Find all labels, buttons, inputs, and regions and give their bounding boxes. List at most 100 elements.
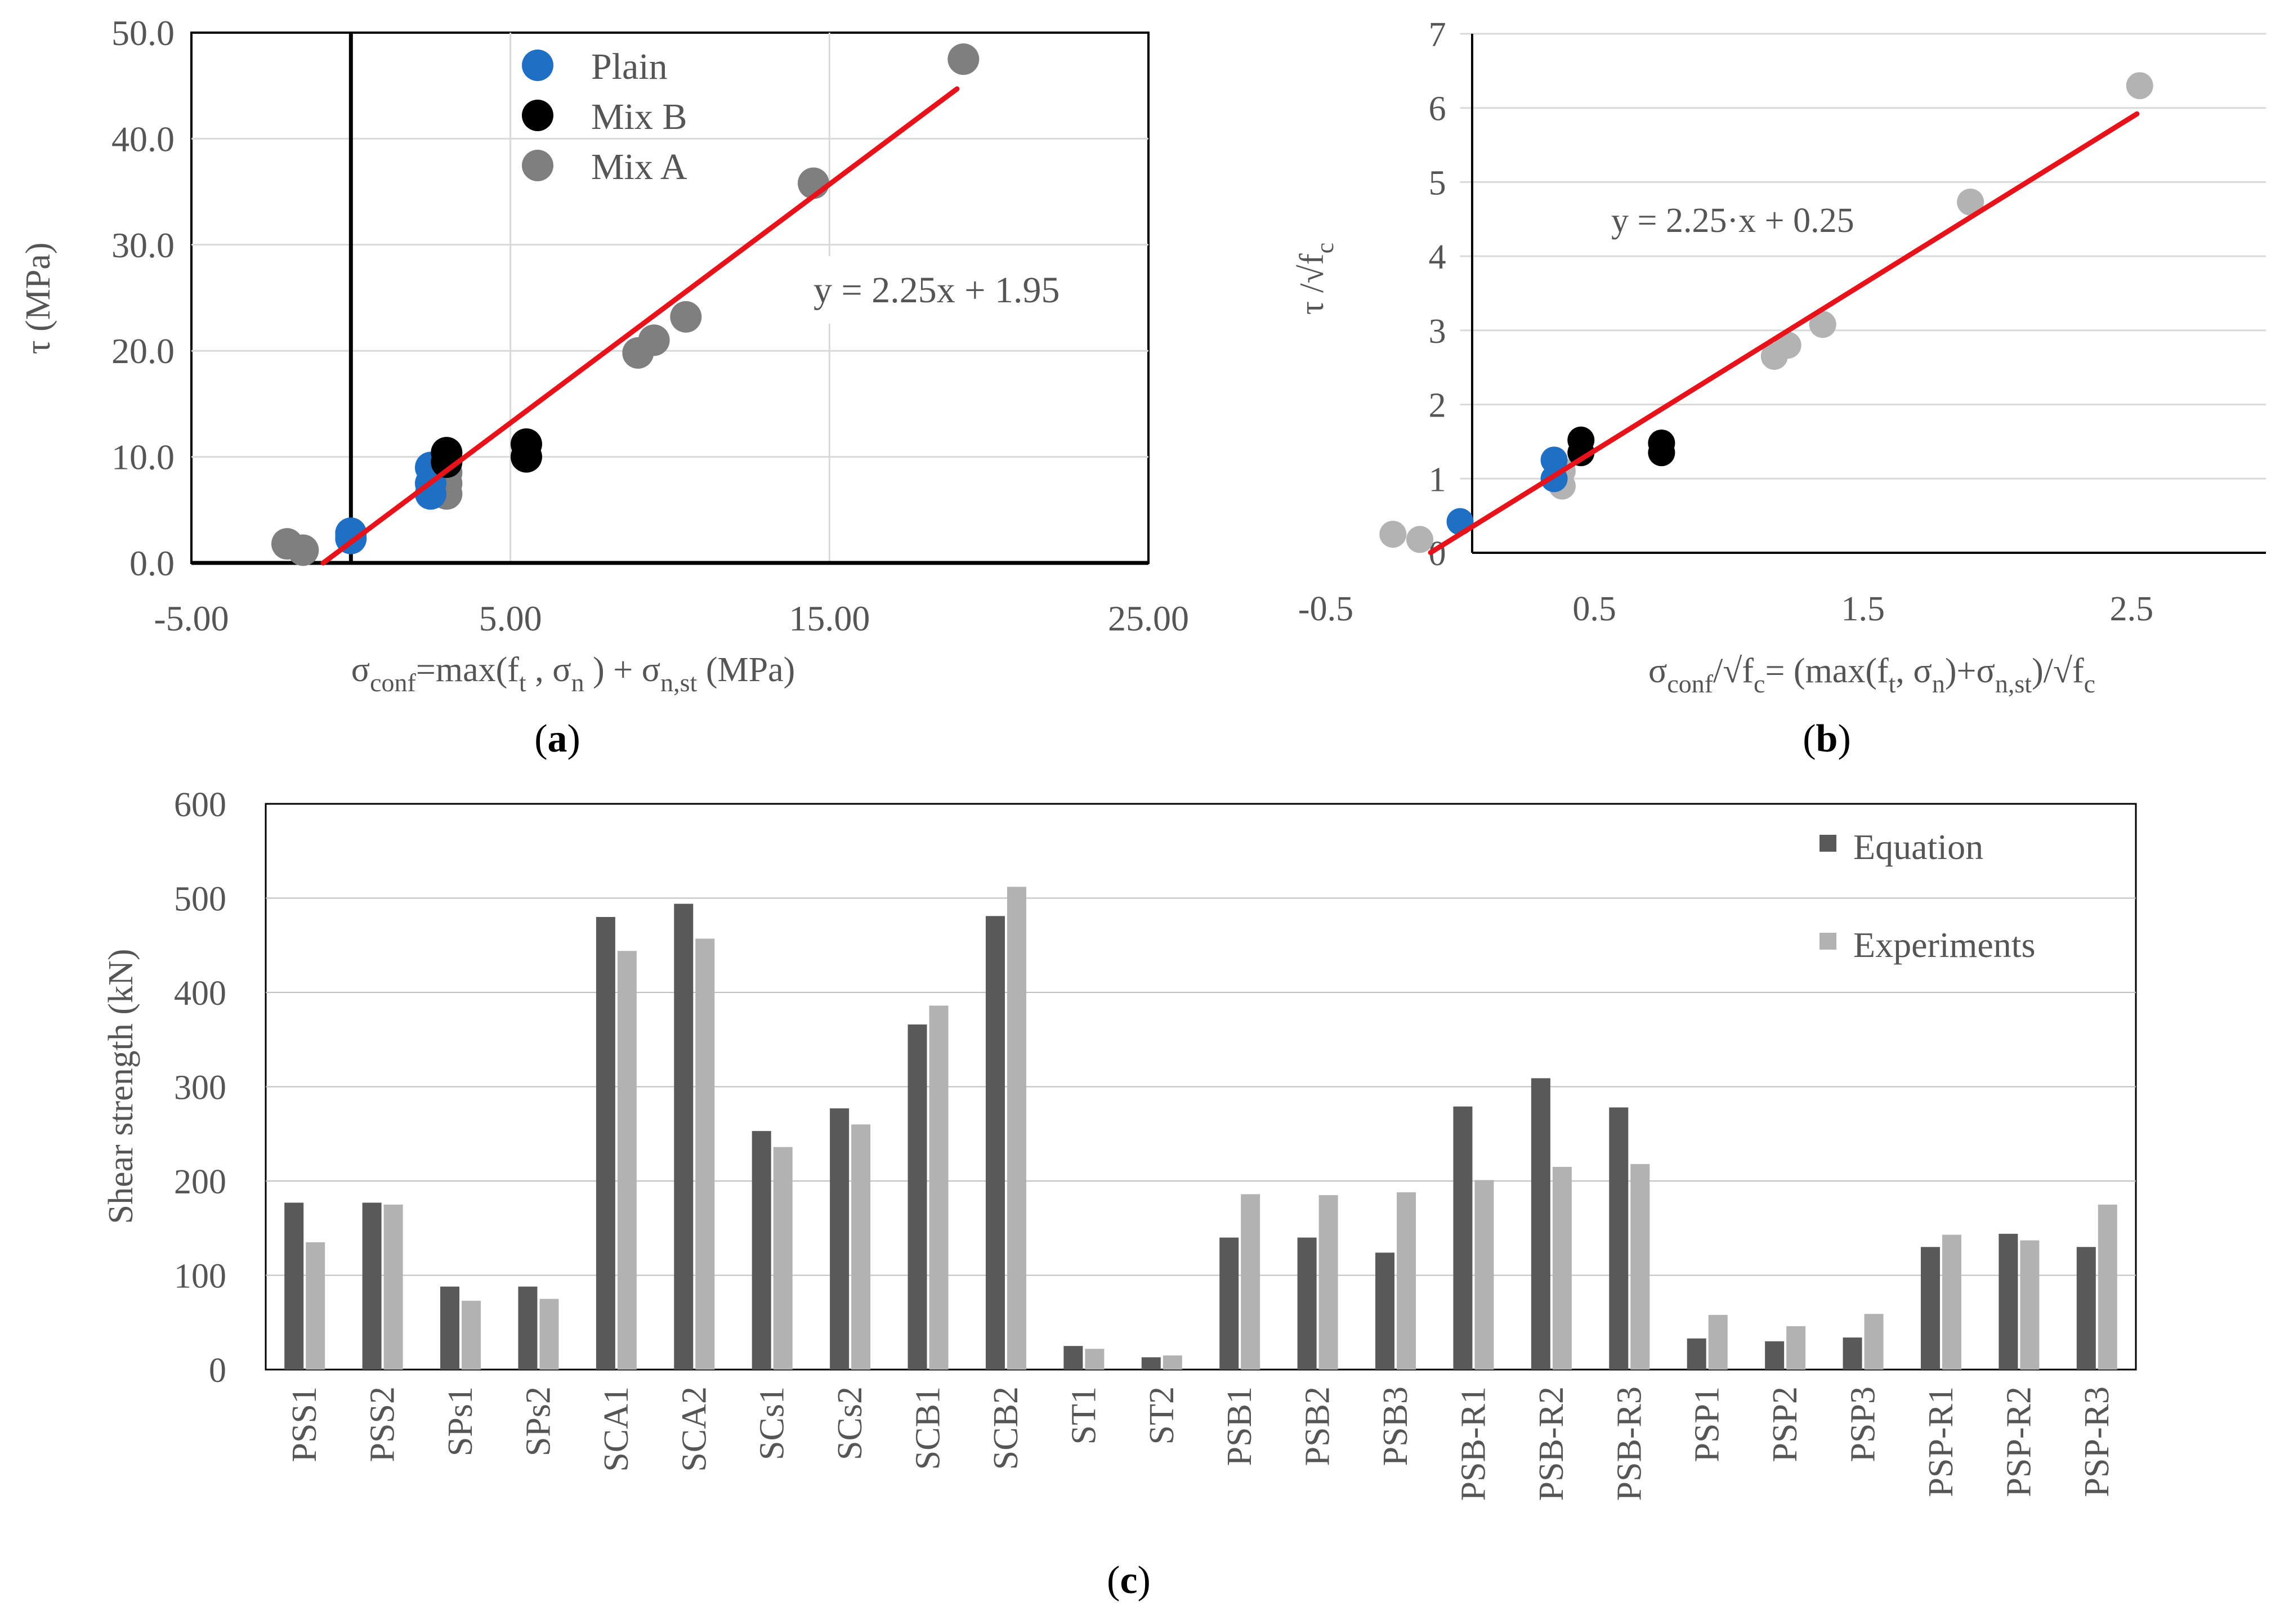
panel-c-bar-experiments [306,1242,325,1370]
panel-c-bar-experiments [1318,1195,1338,1370]
panel-b-x-tick-label: 2.5 [2110,590,2154,628]
panel-a-fit-line [320,86,960,566]
panel-b-x-tick-label: 0.5 [1572,590,1616,628]
panel-c-category-label: SCB2 [987,1386,1025,1470]
panel-c-bar-equation [830,1108,850,1370]
panel-a-y-tick-label: 0.0 [129,543,175,583]
panel-c-bar-equation [1531,1078,1550,1370]
legend-label-equation: Equation [1853,827,1983,867]
panel-c-bar-experiments [383,1204,403,1370]
panel-c-category-label: PSB-R1 [1454,1386,1492,1501]
panel-c-bar-experiments [929,1005,949,1370]
panel-c-category-label: SCA2 [675,1386,713,1472]
panel-c-bar-equation [1219,1237,1239,1370]
panel-c-category-label: PSP-R2 [2000,1386,2038,1497]
panel-c-bar-experiments [2098,1204,2117,1370]
panel-c-bar-equation [1453,1106,1473,1370]
panel-c-bar-equation [362,1202,382,1370]
panel-c-bar-equation [596,917,615,1370]
panel-a-y-tick-label: 50.0 [111,13,175,53]
panel-c-bar-equation [985,916,1005,1370]
panel-c-bar-experiments [1630,1164,1650,1370]
legend-swatch-mix-a [522,150,553,181]
panel-b-y-tick-label: 1 [1429,460,1446,499]
legend-label-experiments: Experiments [1853,925,2035,965]
panel-c-category-label: PSB-R2 [1532,1386,1571,1501]
panel-c-category-label: PSP1 [1688,1386,1727,1462]
panel-c-category-labels: PSS1 PSS2 SPs1 SPs2 SCA1 SCA2 SCs1 SCs2 SCB1 SCB2… [285,1386,2116,1501]
panel-c-bar-experiments [1241,1194,1260,1370]
panel-c-bar-experiments [1942,1234,1961,1370]
panel-c-caption: (c) [1107,1559,1151,1602]
panel-a-y-tick-labels: 0.0 10.0 20.0 30.0 40.0 50.0 [111,13,175,583]
panel-c-bar-experiments [2020,1240,2040,1370]
panel-b-y-tick-label: 3 [1429,312,1446,351]
panel-b-point-mix-a [1957,188,1984,216]
panel-c-category-label: PSP2 [1766,1386,1804,1462]
panel-c-y-tick-label: 600 [174,786,226,824]
panel-a-legend: Plain Mix B Mix A [522,46,687,187]
panel-a-point-mix-a [947,43,980,75]
panel-b-fit-equation: y = 2.25·x + 0.25 [1611,202,1854,240]
panel-b-point-mix-b [1648,439,1675,467]
panel-a-point-mix-b [511,441,542,473]
panel-c-bar-experiments [1397,1192,1416,1370]
panel-c-gridlines [266,897,2136,1276]
panel-c-bar-experiments [851,1124,871,1370]
panel-c-category-label: SCB1 [909,1386,947,1470]
panel-c-bar-equation [752,1131,771,1370]
panel-c-bar-equation [1765,1341,1785,1370]
legend-swatch-experiments [1819,933,1836,950]
panel-a-x-tick-label: -5.00 [154,598,229,638]
panel-c-bar-equation [1687,1338,1706,1370]
panel-c-category-label: PSP3 [1844,1386,1883,1462]
panel-a-fit-equation: y = 2.25x + 1.95 [813,270,1059,311]
panel-c-y-tick-label: 500 [174,880,226,919]
panel-c-category-label: PSB3 [1376,1386,1415,1466]
panel-a-x-tick-label: 5.00 [479,598,542,638]
panel-c-y-tick-label: 400 [174,974,226,1013]
panel-a-fit-label-bg [797,256,1112,324]
panel-a-x-tick-label: 25.00 [1108,598,1189,638]
panel-c-y-tick-labels: 0 100 200 300 400 500 600 [174,786,226,1390]
panel-c-bar-equation [1609,1107,1629,1370]
panel-b-point-mix-a [1774,332,1801,359]
panel-c-bar-experiments [1163,1355,1182,1370]
panel-c-category-label: PSP-R3 [2078,1386,2116,1497]
panel-c-bar-equation [1920,1247,1940,1370]
panel-c-bar-experiments [773,1147,793,1370]
panel-c-legend: Equation Experiments [1819,827,2035,965]
panel-c-bar-equation [440,1286,460,1370]
legend-swatch-plain [522,50,553,81]
panel-c-bar-experiments [1085,1349,1105,1370]
panel-c-bar-equation [518,1286,538,1370]
panel-c-bar-equation [674,903,694,1370]
panel-c-bar-equation [1999,1233,2018,1370]
panel-a-y-tick-label: 40.0 [111,119,175,159]
legend-label-mix-b: Mix B [591,96,687,137]
panel-b-point-mix-b [1567,439,1595,467]
panel-b-gridlines [1460,33,2266,480]
panel-c-bar-chart: 0 100 200 300 400 500 600 PSS1 PSS2 SPs1 SPs2 SCA1… [102,786,2137,1602]
panel-a-point-mix-a [670,301,702,333]
legend-swatch-equation [1819,835,1836,852]
panel-c-bar-experiments [1552,1166,1572,1370]
panel-c-category-label: ST2 [1143,1386,1181,1444]
panel-c-y-axis-label: Shear strength (kN) [102,949,140,1224]
panel-c-bar-equation [1843,1337,1862,1370]
panel-b-x-tick-label: -0.5 [1298,590,1353,628]
panel-a-y-tick-label: 10.0 [111,437,175,477]
panel-a-caption: (a) [534,717,580,760]
panel-c-y-tick-label: 100 [174,1258,226,1296]
panel-c-category-label: SPs1 [441,1386,480,1456]
panel-c-y-tick-label: 200 [174,1163,226,1201]
panel-a-y-tick-label: 30.0 [111,225,175,265]
panel-c-bar-equation [907,1024,927,1370]
panel-c-category-label: PSB1 [1221,1386,1259,1466]
panel-b-y-tick-label: 7 [1429,16,1446,54]
panel-a-y-axis-label: τ (MPa) [19,243,57,355]
panel-b-point-mix-a [1379,521,1407,548]
panel-a-point-mix-a [287,534,319,566]
legend-label-plain: Plain [591,46,668,87]
